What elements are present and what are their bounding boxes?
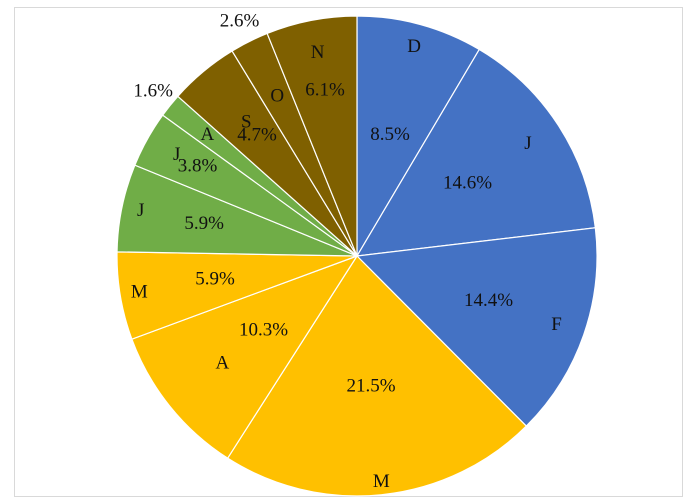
slice-value-label: 6.1% bbox=[305, 79, 345, 100]
slice-category-label: N bbox=[311, 42, 325, 63]
slice-value-label: 21.5% bbox=[347, 376, 396, 397]
pie-slice bbox=[356, 15, 481, 259]
slice-value-label: 14.6% bbox=[443, 172, 492, 193]
slice-category-label: S bbox=[241, 112, 252, 133]
slice-value-label: 3.8% bbox=[178, 156, 218, 177]
slice-value-label: 10.3% bbox=[239, 320, 288, 341]
slice-value-label: 1.6% bbox=[133, 80, 173, 101]
slice-category-label: J bbox=[137, 200, 144, 221]
slice-category-label: O bbox=[270, 86, 284, 107]
pie-slice bbox=[355, 227, 598, 427]
pie-slice bbox=[266, 15, 358, 257]
slice-value-label: 5.9% bbox=[195, 268, 235, 289]
slice-category-label: J bbox=[173, 144, 180, 165]
pie-slice bbox=[131, 254, 359, 459]
slice-value-label: 4.7% bbox=[237, 125, 277, 146]
slice-category-label: M bbox=[131, 281, 148, 302]
slice-value-label: 5.9% bbox=[184, 213, 224, 234]
slice-category-label: D bbox=[407, 36, 421, 57]
pie-slice bbox=[226, 255, 528, 497]
slice-category-label: J bbox=[524, 133, 531, 154]
slice-value-label: 8.5% bbox=[370, 124, 410, 145]
pie-slice bbox=[355, 48, 596, 257]
slice-category-label: A bbox=[201, 124, 215, 145]
slice-category-label: F bbox=[551, 314, 562, 335]
slice-value-label: 14.4% bbox=[464, 290, 513, 311]
slice-category-label: M bbox=[373, 471, 390, 492]
slice-category-label: A bbox=[216, 353, 230, 374]
slice-value-label: 2.6% bbox=[220, 11, 260, 32]
